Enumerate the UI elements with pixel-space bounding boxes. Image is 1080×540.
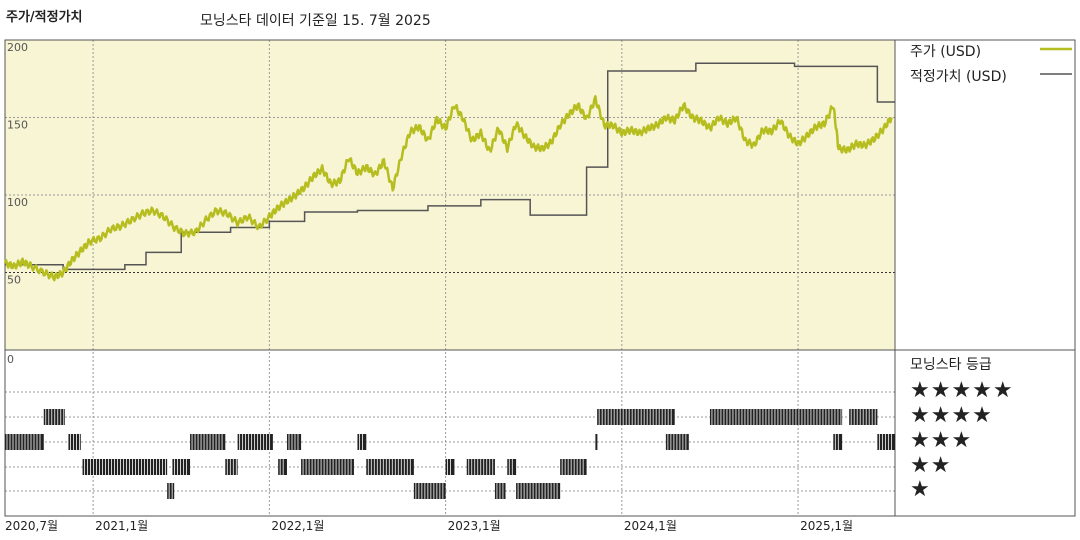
rating-4-stars: ★★★★ bbox=[910, 403, 993, 428]
rating-2-stars: ★★ bbox=[910, 453, 952, 478]
rating-bar-3-stars bbox=[877, 434, 895, 450]
rating-bar-3-stars bbox=[665, 434, 689, 450]
rating-bar-2-stars bbox=[82, 459, 168, 475]
rating-plot-background bbox=[5, 350, 895, 516]
rating-bar-2-stars bbox=[366, 459, 414, 475]
y-tick-label: 50 bbox=[7, 274, 21, 287]
rating-bar-2-stars bbox=[172, 459, 191, 475]
x-tick-label: 2024,1월 bbox=[624, 519, 677, 533]
y-tick-label: 150 bbox=[7, 119, 28, 132]
rating-bar-1-stars bbox=[167, 483, 175, 499]
rating-bar-3-stars bbox=[833, 434, 843, 450]
rating-bar-2-stars bbox=[507, 459, 517, 475]
rating-bar-2-stars bbox=[225, 459, 238, 475]
y-tick-label: 200 bbox=[7, 41, 28, 54]
rating-bar-3-stars bbox=[286, 434, 302, 450]
legend-fairvalue-label: 적정가치 (USD) bbox=[910, 69, 1007, 85]
x-tick-label: 2025,1월 bbox=[800, 519, 853, 533]
rating-panel-title: 모닝스타 등급 bbox=[910, 357, 992, 373]
x-tick-label: 2021,1월 bbox=[95, 519, 148, 533]
rating-1-star: ★ bbox=[910, 477, 931, 502]
rating-bar-3-stars bbox=[68, 434, 81, 450]
rating-bar-3-stars bbox=[237, 434, 273, 450]
rating-y-tick-label: 0 bbox=[7, 353, 14, 366]
x-tick-label: 2023,1월 bbox=[448, 519, 501, 533]
rating-bar-2-stars bbox=[301, 459, 354, 475]
rating-bar-3-stars bbox=[357, 434, 367, 450]
x-tick-label: 2022,1월 bbox=[271, 519, 324, 533]
rating-bar-1-stars bbox=[516, 483, 561, 499]
rating-3-stars: ★★★ bbox=[910, 428, 973, 453]
fair-value-line bbox=[5, 62, 895, 271]
rating-bar-4-stars bbox=[709, 409, 843, 425]
rating-bar-2-stars bbox=[278, 459, 287, 475]
rating-bar-4-stars bbox=[43, 409, 65, 425]
rating-bar-3-stars bbox=[5, 434, 44, 450]
chart-subtitle: 모닝스타 데이터 기준일 15. 7월 2025 bbox=[200, 13, 431, 29]
rating-bar-3-stars bbox=[190, 434, 226, 450]
rating-bar-3-stars bbox=[595, 434, 598, 450]
rating-bar-2-stars bbox=[445, 459, 455, 475]
price-line bbox=[3, 95, 893, 282]
rating-5-stars: ★★★★★ bbox=[910, 378, 1014, 403]
chart-title: 주가/적정가치 bbox=[6, 10, 83, 25]
x-tick-label: 2020,7월 bbox=[5, 519, 58, 533]
rating-bar-2-stars bbox=[560, 459, 587, 475]
chart-frame bbox=[4, 39, 1076, 517]
legend-price-label: 주가 (USD) bbox=[910, 44, 982, 60]
rating-bar-4-stars bbox=[597, 409, 675, 425]
y-tick-label: 100 bbox=[7, 196, 28, 209]
